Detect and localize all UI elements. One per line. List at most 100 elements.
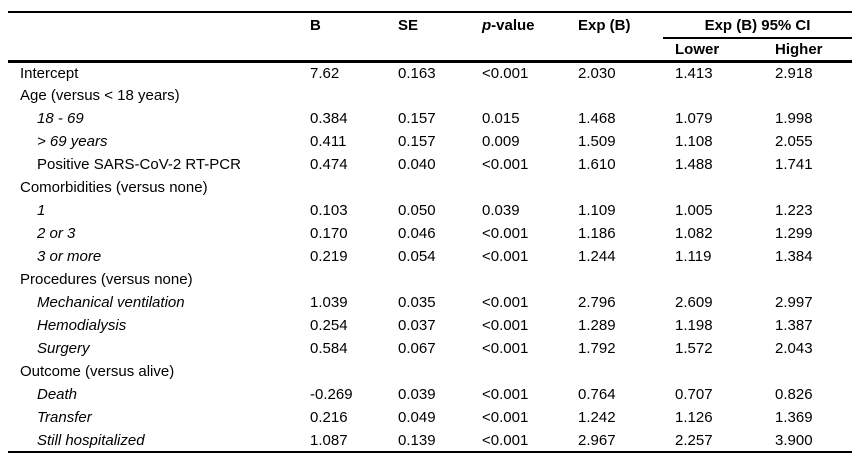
cell-higher: 1.369	[775, 409, 813, 426]
cell-b: 0.219	[310, 248, 348, 265]
cell-se: 0.039	[398, 386, 436, 403]
cell-b: 0.384	[310, 110, 348, 127]
cell-lower: 0.707	[675, 386, 713, 403]
cell-b	[310, 360, 398, 383]
cell-p: 0.039	[482, 202, 520, 219]
cell-higher: 2.918	[775, 64, 813, 82]
col-header-ci-higher: Higher	[775, 40, 823, 58]
cell-b: 0.254	[310, 317, 348, 334]
cell-p	[482, 360, 578, 383]
cell-se: 0.163	[398, 64, 436, 82]
cell-higher: 2.043	[775, 340, 813, 357]
table-row: 3 or more 0.219 0.054 <0.001 1.244 1.119 1.384	[8, 245, 852, 268]
cell-higher: 2.997	[775, 294, 813, 311]
row-label: Positive SARS-CoV-2 RT-PCR	[37, 156, 241, 173]
cell-se: 0.050	[398, 202, 436, 219]
row-label: Still hospitalized	[37, 431, 145, 449]
cell-higher: 1.384	[775, 248, 813, 265]
table-header: B SE p-value Exp (B) Exp (B) 95% CI Lowe…	[8, 12, 853, 61]
row-label: > 69 years	[37, 133, 108, 150]
row-label: 1	[37, 202, 46, 219]
cell-se: 0.046	[398, 225, 436, 242]
cell-p	[482, 84, 578, 107]
cell-b: 1.039	[310, 294, 348, 311]
regression-results-table: B SE p-value Exp (B) Exp (B) 95% CI Lowe…	[8, 11, 853, 453]
row-label: 2 or 3	[37, 225, 76, 242]
cell-lower: 1.119	[675, 248, 712, 265]
cell-p: <0.001	[482, 225, 529, 242]
cell-p: <0.001	[482, 386, 529, 403]
cell-se	[398, 268, 482, 291]
cell-b: 7.62	[310, 64, 340, 82]
col-header-p-value: p-value	[482, 12, 578, 38]
cell-se	[398, 360, 482, 383]
table-row: Mechanical ventilation 1.039 0.035 <0.001 2.…	[8, 291, 852, 314]
table-row: 1 0.103 0.050 0.039 1.109 1.005 1.223	[8, 199, 852, 222]
cell-lower: 1.005	[675, 202, 713, 219]
cell-lower: 1.198	[675, 317, 713, 334]
cell-higher: 1.998	[775, 110, 813, 127]
row-label: Procedures (versus none)	[20, 271, 193, 288]
cell-higher	[763, 176, 852, 199]
cell-exp_b: 1.792	[578, 340, 616, 357]
cell-lower: 2.609	[675, 294, 713, 311]
table-row: Intercept 7.62 0.163 <0.001 2.030 1.413 2.918	[8, 61, 852, 84]
cell-p: <0.001	[482, 431, 529, 449]
table-row: Outcome (versus alive)	[8, 360, 852, 383]
row-label: Surgery	[37, 340, 90, 357]
cell-lower: 1.126	[675, 409, 713, 426]
cell-exp_b: 2.967	[578, 431, 616, 449]
cell-higher: 2.055	[775, 133, 813, 150]
cell-lower: 1.108	[675, 133, 713, 150]
cell-lower	[663, 84, 763, 107]
cell-p: <0.001	[482, 294, 529, 311]
cell-higher: 1.741	[775, 156, 813, 173]
cell-p	[482, 176, 578, 199]
cell-lower	[663, 360, 763, 383]
col-header-variable	[8, 12, 310, 38]
cell-b	[310, 268, 398, 291]
table-row: Surgery 0.584 0.067 <0.001 1.792 1.572 2.043	[8, 337, 852, 360]
col-header-b: B	[310, 17, 321, 34]
cell-exp_b: 2.030	[578, 64, 616, 82]
cell-se: 0.035	[398, 294, 436, 311]
row-label: Comorbidities (versus none)	[20, 179, 208, 196]
cell-p: <0.001	[482, 409, 529, 426]
table-row: Positive SARS-CoV-2 RT-PCR 0.474 0.040 <0.0…	[8, 153, 852, 176]
cell-exp_b: 1.468	[578, 110, 616, 127]
cell-exp_b	[578, 176, 663, 199]
cell-lower: 1.488	[675, 156, 713, 173]
row-label: Mechanical ventilation	[37, 294, 185, 311]
cell-higher	[763, 84, 852, 107]
cell-exp_b: 1.244	[578, 248, 616, 265]
cell-higher	[763, 268, 852, 291]
cell-se: 0.040	[398, 156, 436, 173]
cell-b: 0.411	[310, 133, 347, 150]
cell-higher: 0.826	[775, 386, 813, 403]
cell-exp_b	[578, 84, 663, 107]
cell-se: 0.067	[398, 340, 436, 357]
table-row: Comorbidities (versus none)	[8, 176, 852, 199]
table-row: Transfer 0.216 0.049 <0.001 1.242 1.126 1.369	[8, 406, 852, 429]
cell-p: <0.001	[482, 156, 529, 173]
cell-se	[398, 84, 482, 107]
cell-p: 0.015	[482, 110, 520, 127]
cell-se: 0.049	[398, 409, 436, 426]
header-row-main: B SE p-value Exp (B) Exp (B) 95% CI	[8, 12, 853, 39]
cell-b: 0.103	[310, 202, 348, 219]
cell-exp_b: 1.109	[578, 202, 616, 219]
cell-b: 1.087	[310, 431, 348, 449]
cell-lower: 1.082	[675, 225, 713, 242]
table-body: Intercept 7.62 0.163 <0.001 2.030 1.413 2.918 A…	[8, 61, 852, 452]
cell-p: <0.001	[482, 317, 529, 334]
row-label: Age (versus < 18 years)	[20, 87, 180, 104]
table-row: Still hospitalized 1.087 0.139 <0.001 2.967 2…	[8, 429, 852, 452]
cell-b: -0.269	[310, 386, 353, 403]
row-label: Death	[37, 386, 78, 403]
cell-se: 0.054	[398, 248, 436, 265]
cell-se: 0.037	[398, 317, 436, 334]
cell-higher: 3.900	[775, 431, 813, 449]
row-label: Hemodialysis	[37, 317, 127, 334]
cell-exp_b: 1.610	[578, 156, 616, 173]
cell-exp_b: 2.796	[578, 294, 616, 311]
